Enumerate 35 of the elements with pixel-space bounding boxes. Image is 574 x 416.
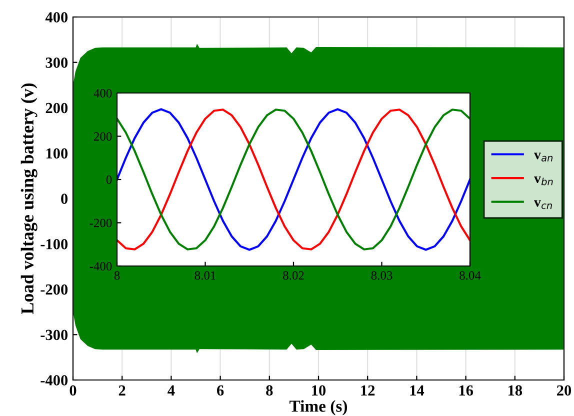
x-tick-label: 14 <box>410 385 424 396</box>
y-tick-label: -100 <box>40 239 68 250</box>
x-tick-label: 8.01 <box>194 271 216 280</box>
x-tick-label: 6 <box>217 385 224 396</box>
y-tick-label: 400 <box>94 89 112 98</box>
x-tick-label: 16 <box>459 385 473 396</box>
x-tick-label: 10 <box>312 385 326 396</box>
legend-label: v$_{an}$ <box>534 152 553 162</box>
x-tick-label: 12 <box>361 385 375 396</box>
x-tick-label: 18 <box>508 385 522 396</box>
y-tick-label: -200 <box>90 218 112 228</box>
x-tick-label: 0 <box>70 385 76 396</box>
x-axis-title: Time (s) <box>290 400 348 416</box>
y-tick-label: -200 <box>40 284 68 295</box>
x-tick-label: 20 <box>557 385 572 396</box>
y-tick-label: 0 <box>61 194 68 204</box>
y-axis-title: Load voltage using battery (v) <box>20 83 38 314</box>
x-tick-label: 8 <box>266 385 273 396</box>
legend-label: v$_{cn}$ <box>534 200 552 210</box>
y-tick-label: 300 <box>46 58 68 68</box>
y-tick-label: 200 <box>94 132 112 141</box>
y-tick-label: 400 <box>45 12 68 22</box>
x-tick-label: 8.02 <box>283 271 304 280</box>
y-tick-label: -400 <box>90 262 112 270</box>
y-tick-label: 0 <box>106 176 112 184</box>
y-tick-label: 200 <box>46 102 68 114</box>
x-tick-label: 8.04 <box>460 271 481 280</box>
x-tick-label: 2 <box>118 385 126 396</box>
x-tick-label: 8 <box>114 271 120 280</box>
y-tick-label: -300 <box>40 330 68 340</box>
y-tick-label: -400 <box>40 375 68 386</box>
x-tick-label: 8.03 <box>371 271 392 280</box>
legend-label: v$_{bn}$ <box>534 176 553 186</box>
y-tick-label: 100 <box>46 148 68 159</box>
x-tick-label: 4 <box>168 385 175 396</box>
